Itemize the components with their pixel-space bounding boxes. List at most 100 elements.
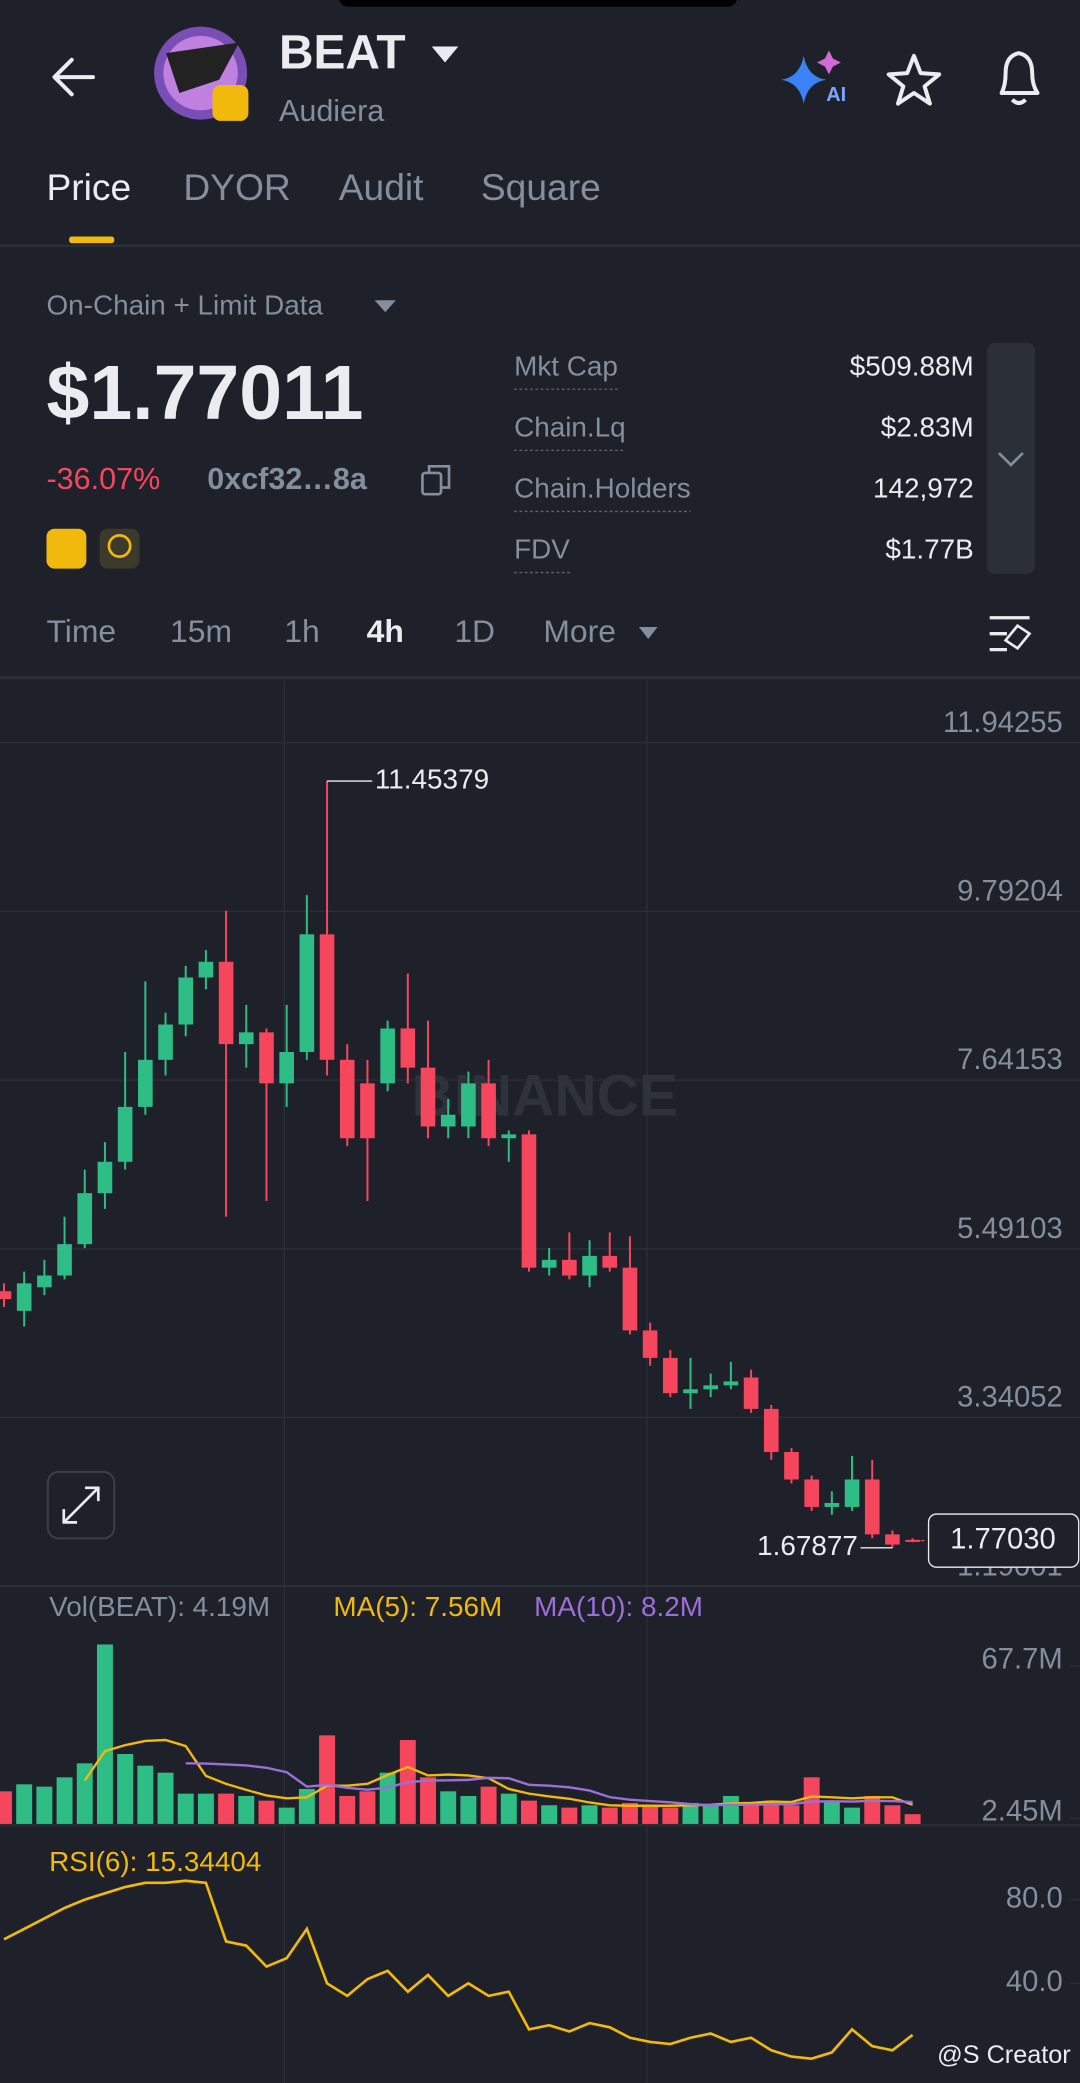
- interval[interactable]: Time: [46, 613, 116, 649]
- candle-body: [501, 1134, 517, 1139]
- volume-bar: [218, 1793, 235, 1824]
- volume-bar: [561, 1807, 578, 1824]
- tab[interactable]: Audit: [339, 166, 424, 208]
- candle-body: [0, 1291, 12, 1300]
- volume-bar: [96, 1644, 113, 1824]
- tab[interactable]: Square: [481, 166, 601, 208]
- y-tick-label: 80.0: [1006, 1882, 1063, 1914]
- volume-bar: [440, 1791, 457, 1824]
- stat-label: Chain.Holders: [514, 473, 691, 504]
- volume-bar: [844, 1807, 861, 1824]
- volume-bar: [278, 1807, 295, 1824]
- interval[interactable]: More: [543, 613, 616, 649]
- candle-body: [521, 1134, 537, 1268]
- chart-area: 11.942559.792047.641535.491033.340521.19…: [0, 707, 1080, 2061]
- candle-body: [743, 1377, 759, 1409]
- volume-bar: [702, 1805, 719, 1824]
- launchpad-icon: [107, 534, 132, 558]
- volume-bar: [904, 1814, 921, 1824]
- legend-entry: MA(5): 7.56M: [333, 1591, 502, 1622]
- data-source-dropdown[interactable]: [374, 300, 396, 313]
- chart-settings[interactable]: [989, 616, 1032, 652]
- more-dropdown[interactable]: [638, 627, 658, 639]
- copy-button[interactable]: [421, 464, 451, 496]
- interval[interactable]: 1D: [454, 613, 495, 649]
- candle-body: [885, 1534, 900, 1545]
- contract-address: 0xcf32…8a: [207, 462, 368, 496]
- ai-button[interactable]: AI: [781, 50, 846, 106]
- interval[interactable]: 15m: [170, 613, 232, 649]
- camera-notch: [339, 0, 737, 7]
- stat-label: FDV: [514, 534, 570, 565]
- candle-body: [622, 1267, 638, 1331]
- candle-body: [541, 1259, 557, 1268]
- candle-body: [198, 961, 214, 978]
- volume-bar: [500, 1793, 517, 1824]
- tab[interactable]: Price: [46, 166, 131, 208]
- price-change: -36.07%: [46, 462, 160, 496]
- volume-bar: [359, 1791, 376, 1824]
- volume-bar: [601, 1807, 618, 1824]
- max-label: 11.45379: [375, 763, 489, 794]
- watermark: BINANCE: [412, 1063, 678, 1128]
- interval[interactable]: 1h: [284, 613, 319, 649]
- candle-body: [582, 1255, 597, 1276]
- candle-body: [238, 1032, 254, 1045]
- volume-bar: [177, 1793, 194, 1824]
- candle-body: [763, 1408, 779, 1453]
- ai-icon-text: AI: [826, 84, 846, 106]
- candle-body: [16, 1283, 32, 1311]
- launchpad-badge[interactable]: [99, 528, 140, 569]
- tab[interactable]: DYOR: [183, 166, 290, 208]
- volume-bar: [339, 1795, 356, 1824]
- token-subtitle: Audiera: [279, 94, 384, 128]
- y-tick-label: 67.7M: [982, 1644, 1063, 1676]
- candle-body: [723, 1381, 739, 1386]
- token-dropdown[interactable]: [431, 46, 459, 63]
- candle-body: [481, 1083, 496, 1139]
- candle-body: [360, 1083, 375, 1139]
- volume-bar: [197, 1793, 214, 1824]
- candle-body: [420, 1067, 436, 1127]
- ma-line: [83, 1738, 914, 1807]
- volume-bar: [682, 1802, 699, 1824]
- interval[interactable]: 4h: [367, 613, 404, 649]
- stats-expand[interactable]: [987, 342, 1035, 574]
- candle-body: [339, 1059, 355, 1139]
- y-tick-label: 2.45M: [982, 1796, 1063, 1828]
- fullscreen-button[interactable]: [46, 1470, 116, 1540]
- volume-bar: [16, 1784, 33, 1824]
- candle-body: [380, 1028, 395, 1084]
- ma-line: [185, 1762, 913, 1807]
- data-source[interactable]: On-Chain + Limit Data: [46, 289, 323, 320]
- token-title: BEAT: [279, 26, 406, 79]
- volume-bar: [642, 1805, 659, 1824]
- candle-body: [784, 1452, 799, 1480]
- candle-body: [37, 1275, 52, 1288]
- last-price-box: [927, 1513, 1080, 1568]
- candle-body: [178, 977, 194, 1025]
- y-tick-label: 40.0: [1006, 1966, 1063, 1998]
- current-price: $1.77011: [46, 350, 363, 436]
- volume-bar: [864, 1795, 881, 1824]
- notification-button[interactable]: [999, 51, 1040, 105]
- candle-body: [319, 934, 335, 1060]
- volume-legend: Vol(BEAT): 4.19M: [49, 1591, 270, 1622]
- volume-bar: [56, 1777, 73, 1824]
- chain-badge[interactable]: [46, 528, 87, 569]
- back-button[interactable]: [52, 57, 95, 97]
- volume-bar: [36, 1786, 53, 1824]
- candle-body: [642, 1330, 658, 1358]
- volume-bar: [763, 1800, 780, 1824]
- volume-bar: [884, 1805, 901, 1824]
- last-price-label: 1.77030: [950, 1523, 1056, 1555]
- volume-bar: [0, 1791, 12, 1824]
- y-tick-label: 11.94255: [943, 707, 1063, 739]
- favorite-button[interactable]: [886, 53, 942, 106]
- candle-body: [683, 1389, 698, 1394]
- volume-bar: [521, 1800, 537, 1824]
- candle-body: [138, 1059, 153, 1107]
- candle-body: [804, 1479, 819, 1507]
